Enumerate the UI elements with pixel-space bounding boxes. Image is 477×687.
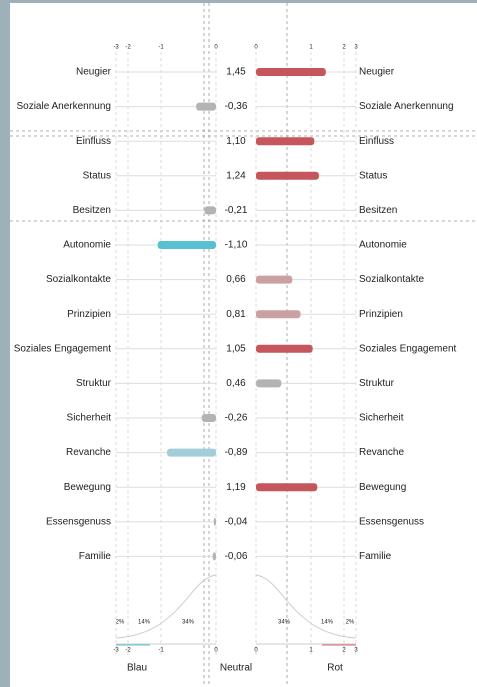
bell-curve xyxy=(115,574,217,639)
x-tick-label: 3 xyxy=(354,45,358,51)
bar xyxy=(256,137,315,146)
percent-label: 14% xyxy=(321,620,334,626)
x-tick-label: 1 xyxy=(309,45,313,51)
x-tick-label: -2 xyxy=(125,648,131,654)
bar xyxy=(201,414,216,422)
category-label: Struktur xyxy=(76,378,112,389)
category-label: Status xyxy=(83,170,111,181)
category-label: Soziales Engagement xyxy=(359,343,457,354)
value-label: -0,04 xyxy=(225,516,248,527)
percent-label: 34% xyxy=(278,620,291,626)
panel xyxy=(10,3,477,687)
bar xyxy=(256,68,326,76)
bar xyxy=(213,517,216,526)
x-tick-label: 0 xyxy=(254,45,258,51)
x-tick-label: -3 xyxy=(113,648,119,654)
category-label: Besitzen xyxy=(73,205,111,216)
category-label: Sicherheit xyxy=(67,413,112,424)
x-tick-label: -3 xyxy=(113,45,119,51)
category-label: Essensgenuss xyxy=(46,516,111,527)
value-label: -0,36 xyxy=(225,101,248,112)
value-label: 1,10 xyxy=(226,136,246,147)
category-label: Einfluss xyxy=(359,136,394,147)
value-label: 0,66 xyxy=(226,274,246,285)
side-label: Rot xyxy=(327,663,343,674)
category-label: Soziales Engagement xyxy=(14,343,112,354)
category-label: Autonomie xyxy=(359,240,407,251)
bar xyxy=(212,552,216,561)
category-label: Struktur xyxy=(359,378,395,389)
x-tick-label: 0 xyxy=(214,648,218,654)
x-tick-label: -1 xyxy=(158,45,164,51)
center-label: Neutral xyxy=(220,663,252,674)
category-label: Prinzipien xyxy=(67,309,111,320)
bar xyxy=(196,102,216,111)
bar xyxy=(256,310,301,319)
bar xyxy=(167,448,216,457)
category-label: Neugier xyxy=(76,67,112,78)
x-tick-label: 2 xyxy=(342,45,346,51)
x-tick-label: -2 xyxy=(125,45,131,51)
category-label: Prinzipien xyxy=(359,309,403,320)
x-tick-label: 0 xyxy=(214,45,218,51)
percent-label: 34% xyxy=(182,620,195,626)
value-label: -0,06 xyxy=(225,551,248,562)
percent-label: 2% xyxy=(346,620,355,626)
category-label: Besitzen xyxy=(359,205,397,216)
category-label: Essensgenuss xyxy=(359,516,424,527)
percent-label: 2% xyxy=(116,620,125,626)
category-label: Familie xyxy=(359,551,392,562)
value-label: -1,10 xyxy=(225,240,248,251)
value-label: 0,81 xyxy=(226,309,246,320)
value-label: -0,21 xyxy=(225,205,248,216)
category-label: Sozialkontakte xyxy=(46,274,111,285)
bar xyxy=(256,344,313,353)
category-label: Sozialkontakte xyxy=(359,274,424,285)
category-label: Bewegung xyxy=(359,482,406,493)
value-label: 1,45 xyxy=(226,67,246,78)
percent-label: 14% xyxy=(138,620,151,626)
bar xyxy=(204,206,216,215)
x-tick-label: 0 xyxy=(254,648,258,654)
value-label: -0,26 xyxy=(225,413,248,424)
bar xyxy=(256,275,293,284)
value-label: 1,24 xyxy=(226,170,246,181)
category-label: Einfluss xyxy=(76,136,111,147)
value-label: 1,19 xyxy=(226,482,246,493)
category-label: Bewegung xyxy=(64,482,111,493)
value-label: 1,05 xyxy=(226,343,246,354)
x-tick-label: -1 xyxy=(158,648,164,654)
category-label: Sicherheit xyxy=(359,413,404,424)
x-tick-label: 3 xyxy=(354,648,358,654)
value-label: -0,89 xyxy=(225,447,248,458)
category-label: Soziale Anerkennung xyxy=(359,101,454,112)
bar xyxy=(157,241,216,249)
category-label: Status xyxy=(359,170,387,181)
x-tick-label: 1 xyxy=(309,648,313,654)
x-tick-label: 2 xyxy=(342,648,346,654)
category-label: Familie xyxy=(79,551,112,562)
value-label: 0,46 xyxy=(226,378,246,389)
category-label: Revanche xyxy=(359,447,404,458)
bell-curve xyxy=(255,574,357,639)
bar xyxy=(256,171,319,180)
category-label: Neugier xyxy=(359,67,395,78)
category-label: Autonomie xyxy=(63,240,111,251)
bar xyxy=(256,483,318,492)
side-label: Blau xyxy=(127,663,147,674)
category-label: Revanche xyxy=(66,447,111,458)
bar xyxy=(256,379,282,388)
category-label: Soziale Anerkennung xyxy=(16,101,111,112)
